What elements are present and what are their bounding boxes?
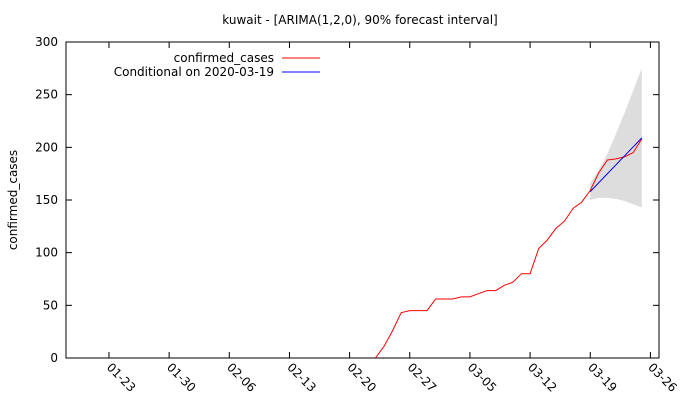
y-tick-label: 200 — [35, 140, 58, 154]
axis-layer: 0 50 100 150 200 250 300 01-23 01-30 02-06 02-13 02… — [35, 35, 680, 395]
plot-frame — [65, 41, 660, 359]
x-tick-label: 01-23 — [104, 360, 139, 395]
x-tick-label: 03-12 — [525, 360, 560, 395]
y-tick-label: 150 — [35, 193, 58, 207]
chart-title: kuwait - [ARIMA(1,2,0), 90% forecast int… — [222, 13, 497, 27]
x-tick-label: 02-13 — [284, 360, 319, 395]
legend-label: Conditional on 2020-03-19 — [114, 65, 274, 79]
x-tick-label: 03-19 — [585, 360, 620, 395]
y-tick-label: 300 — [35, 35, 58, 49]
forecast-interval-band — [590, 68, 642, 208]
forecast-interval-layer — [590, 68, 642, 208]
x-tick-label: 02-20 — [344, 360, 379, 395]
y-tick-label: 50 — [43, 298, 58, 312]
x-tick-label: 03-05 — [465, 360, 500, 395]
y-tick-label: 0 — [50, 351, 58, 365]
series-line-conditional-forecast — [589, 137, 643, 192]
y-axis-label: confirmed_cases — [6, 150, 20, 250]
legend-label: confirmed_cases — [174, 51, 274, 65]
x-tick-label: 01-30 — [164, 360, 199, 395]
x-tick-label: 02-06 — [224, 360, 259, 395]
y-tick-label: 100 — [35, 246, 58, 260]
x-tick-label: 03-26 — [645, 360, 680, 395]
y-tick-label: 250 — [35, 88, 58, 102]
series-line-confirmed-cases — [374, 138, 643, 359]
series-layer — [374, 137, 643, 359]
x-tick-label: 02-27 — [405, 360, 440, 395]
